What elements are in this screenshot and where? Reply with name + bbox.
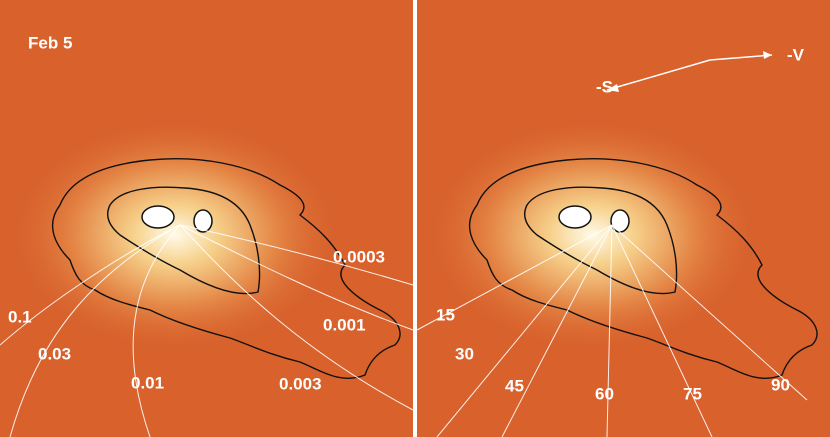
direction-label: -V (787, 45, 805, 64)
contour-label: 0.03 (38, 344, 71, 363)
angle-label: 90 (771, 375, 790, 394)
contour-label: 0.001 (323, 315, 366, 334)
contour-label: 0.01 (131, 373, 164, 392)
angle-label: 30 (455, 344, 474, 363)
angle-label: 75 (683, 384, 702, 403)
right-panel (416, 0, 830, 437)
panel-title: Feb 5 (28, 33, 72, 52)
divider (413, 0, 417, 437)
contour-label: 0.0003 (333, 247, 385, 266)
left-panel: Feb 5 0.0003 0.001 0.003 0.01 0.03 0.1 (0, 0, 414, 437)
contour-label: 0.003 (279, 374, 322, 393)
angle-label: 15 (436, 305, 455, 324)
angle-label: 60 (595, 384, 614, 403)
angle-label: 45 (505, 376, 524, 395)
right-labels: -S -V 15 30 45 60 75 90 (436, 45, 805, 403)
direction-label: -S (596, 77, 613, 96)
contour-label: 0.1 (8, 307, 32, 326)
